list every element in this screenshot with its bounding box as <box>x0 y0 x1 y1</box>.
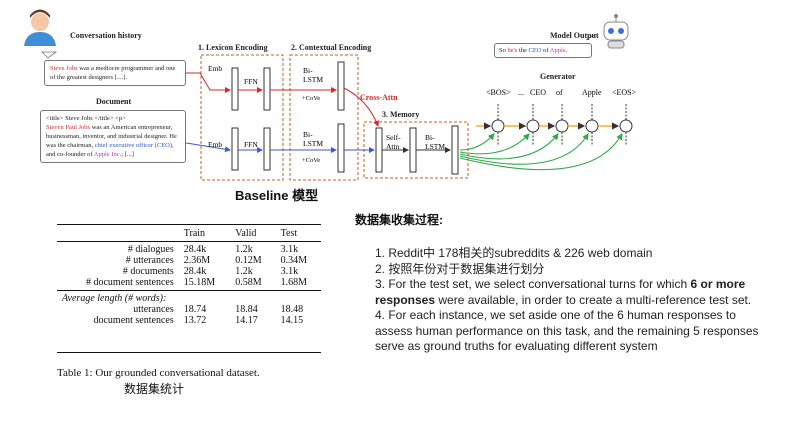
selfattn-label: Self- Attn <box>386 133 401 151</box>
conversation-history-bubble: Steve Jobs was a mediocre programmer and… <box>44 60 186 86</box>
dataset-table: Train Valid Test # dialogues 28.4k 1.2k 3.1… <box>57 228 321 326</box>
doc-rest1: was an American entrepreneur, businessma… <box>46 124 177 149</box>
stage1-label: 1. Lexicon Encoding <box>198 43 268 52</box>
mo-ceo: CEO <box>528 47 542 54</box>
gen-token-ceo: CEO <box>530 88 546 97</box>
notes-list: 1. Reddit中 178相关的subreddits & 226 web do… <box>375 246 775 355</box>
cross-attn-label: Cross-Attn <box>360 93 398 102</box>
cove-label-top: +CoVe <box>302 95 321 102</box>
conv-text: was a mediocre programmer and one of the… <box>50 65 176 81</box>
baseline-caption: Baseline 模型 <box>235 188 319 203</box>
model-output-bubble: So he's the CEO of Apple. <box>494 43 592 58</box>
stage3-label: 3. Memory <box>382 110 420 119</box>
bilstm-label-bottom: Bi- LSTM <box>303 130 324 148</box>
doc-apple: Apple Inc. <box>93 151 122 158</box>
mo-apple: Apple <box>549 47 566 54</box>
gen-token-bos: <BOS> <box>486 88 511 97</box>
doc-rest2: , and co-founder of <box>46 142 174 158</box>
mo-he: he's <box>507 47 518 54</box>
attention-arcs <box>459 133 623 171</box>
contextual-encoding-box <box>289 54 359 181</box>
table-row: document sentences 13.72 14.17 14.15 <box>93 315 304 326</box>
doc-name: Steven Paul Jobs <box>46 124 91 131</box>
table-caption: Table 1: Our grounded conversational dat… <box>57 367 260 379</box>
table-top-rule <box>57 224 321 225</box>
gen-token-eos: <EOS> <box>612 88 637 97</box>
bilstm-label-top: Bi- LSTM <box>303 66 324 84</box>
document-bubble: <title> Steve Jobs </title> <p> Steven P… <box>40 110 186 163</box>
memory-out-block <box>451 125 459 175</box>
gen-token-ellipsis: ... <box>518 88 524 97</box>
stage2-label: 2. Contextual Encoding <box>291 43 372 52</box>
ffn-label-top: FFN <box>244 77 258 86</box>
cove-label-bottom: +CoVe <box>302 157 321 164</box>
table-bottom-rule <box>57 352 321 353</box>
architecture-diagram <box>24 9 633 181</box>
generator-title: Generator <box>540 72 576 81</box>
note-item-3: 3. For the test set, we select conversat… <box>375 277 752 307</box>
emb-label-top: Emb <box>208 64 223 73</box>
doc-rest3: ; [...] <box>121 151 134 158</box>
note-item-2: 2. 按照年份对于数据集进行划分 <box>375 261 545 276</box>
note-item-3-bold: 6 or more responses <box>375 277 746 307</box>
gen-token-of: of <box>556 88 563 97</box>
table-row: # document sentences 15.18M 0.58M 1.68M <box>85 277 308 288</box>
selfattn-block <box>409 127 417 173</box>
document-title: Document <box>96 97 132 106</box>
note-item-1: 1. Reddit中 178相关的subreddits & 226 web do… <box>375 246 653 260</box>
table-avg-label-row: Average length (# words): <box>62 293 167 304</box>
ffn-label-bottom: FFN <box>244 140 258 149</box>
lexicon-encoding-box <box>200 54 284 181</box>
ffn-block-top <box>263 67 271 111</box>
conv-highlight: Steve Jobs <box>50 65 78 72</box>
table-row: # utterances 2.36M 0.12M 0.34M <box>125 255 308 266</box>
note-item-4: 4. For each instance, we set aside one o… <box>375 308 759 353</box>
conversation-history-title: Conversation history <box>70 31 142 40</box>
user-avatar-icon <box>24 9 56 46</box>
emb-label-bottom: Emb <box>208 140 223 149</box>
table-caption-cn: 数据集统计 <box>124 382 185 396</box>
bilstm-block-bottom <box>337 123 345 173</box>
model-output-title: Model Output <box>550 31 599 40</box>
bilstm-block-top <box>337 61 345 111</box>
bilstm-label-memory: Bi- LSTM <box>425 133 446 151</box>
emb-block-bottom <box>231 127 239 171</box>
gen-token-apple: Apple <box>582 88 602 97</box>
doc-ceo: chief executive officer (CEO) <box>94 142 173 149</box>
table-row: utterances 18.74 18.84 18.48 <box>133 304 304 315</box>
generator-nodes <box>476 104 633 146</box>
notes-heading: 数据集收集过程: <box>355 213 443 227</box>
robot-icon <box>603 14 629 49</box>
emb-block-top <box>231 67 239 111</box>
memory-in-block <box>375 127 383 173</box>
table-row: # dialogues 28.4k 1.2k 3.1k <box>127 244 299 255</box>
table-header-row: Train Valid Test <box>183 228 298 239</box>
ffn-block-bottom <box>263 127 271 171</box>
doc-line1: <title> Steve Jobs </title> <p> <box>46 115 126 122</box>
table-row: # documents 28.4k 1.2k 3.1k <box>122 266 299 277</box>
